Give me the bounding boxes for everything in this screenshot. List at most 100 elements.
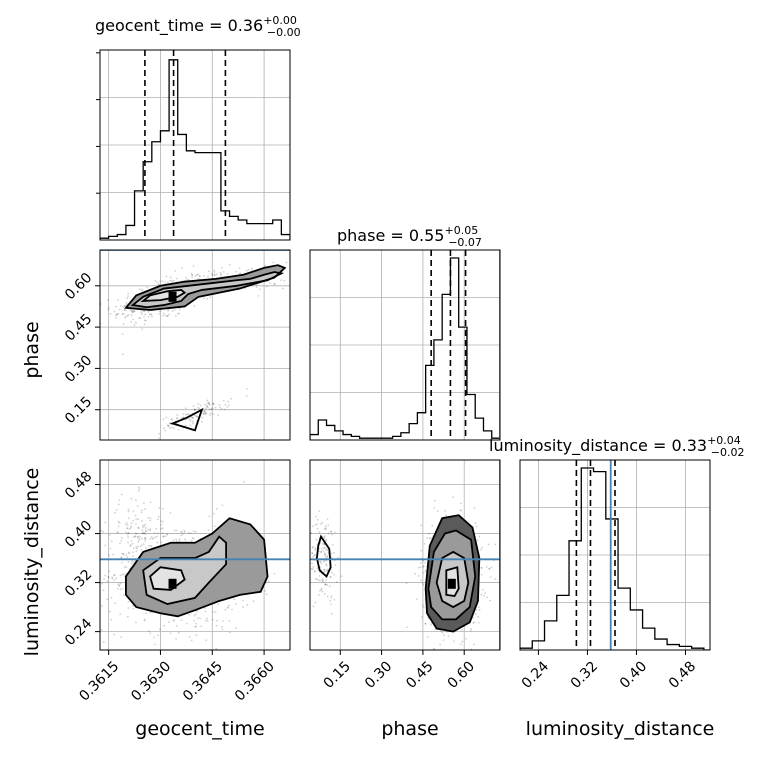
sample-point [331,533,333,536]
sample-point [176,414,179,416]
sample-point [331,544,334,546]
sample-point [291,581,293,583]
sample-point [318,531,321,534]
sample-point [318,510,321,513]
sample-point [119,588,122,591]
sample-point [494,543,497,546]
sample-point [122,353,124,356]
sample-point [119,582,122,585]
sample-point [129,544,132,546]
sample-point [114,602,117,605]
sample-point [187,532,190,534]
sample-point [313,570,316,573]
sample-point [178,539,181,542]
sample-point [132,555,135,557]
sample-point [124,309,127,311]
sample-point [243,480,245,483]
sample-point [297,268,299,270]
sample-point [315,578,318,580]
sample-point [130,522,133,525]
sample-point [102,641,105,643]
sample-point [214,406,217,409]
sample-point [183,531,186,534]
sample-point [144,527,147,529]
sample-point [195,415,198,417]
ylabel-luminosity-distance: luminosity_distance [21,468,43,657]
sample-point [107,308,110,311]
histogram-geocent_time [100,59,290,240]
hist-panel-phase [309,249,501,441]
sample-point [198,275,201,278]
sample-point [101,605,103,607]
sample-point [480,573,483,576]
sample-point [213,274,216,277]
sample-point [190,639,193,642]
sample-point [274,283,276,286]
sample-point [142,543,145,545]
sample-point [221,620,224,622]
sample-point [90,558,92,560]
contour-level-0 [140,288,187,302]
sample-point [424,622,427,625]
sample-point [151,537,154,540]
sample-point [131,551,134,554]
sample-point [419,566,422,569]
histogram-phase [310,257,500,440]
sample-point [337,556,340,559]
sample-point [422,606,425,609]
sample-point [121,552,124,555]
sample-point [265,285,268,288]
panel-frame [99,459,291,651]
sample-point [125,521,128,524]
sample-point [485,566,488,568]
sample-point [140,544,143,547]
sample-point [120,536,123,539]
sample-point [320,589,323,591]
sample-point [185,407,187,410]
sample-point [196,415,198,418]
sample-point [481,589,484,591]
sample-point [194,613,197,616]
sample-point [472,617,474,619]
sample-point [144,539,147,542]
sample-point [139,535,141,538]
sample-point [108,610,111,613]
sample-point [125,302,128,304]
sample-point [326,569,328,572]
sample-point [292,261,294,263]
sample-point [250,267,253,270]
sample-point [322,580,324,583]
sample-point [100,529,103,532]
sample-point [281,287,284,290]
sample-point [163,427,165,430]
sample-point [325,538,328,541]
sample-point [127,292,130,295]
sample-point [130,497,133,500]
sample-point [199,617,202,620]
sample-point [210,408,213,411]
sample-point [140,311,143,314]
xlabel-luminosity-distance: luminosity_distance [526,718,715,740]
sample-point [137,541,140,543]
sample-point [143,619,146,622]
sample-point [136,535,139,538]
sample-point [447,635,450,637]
panel-phase-vs-geocent_time: 0.15 0.30 0.45 0.60 [62,249,299,441]
sample-point [320,587,323,590]
sample-point [235,270,238,273]
sample-point [203,607,206,609]
sample-point [302,564,304,566]
sample-point [118,584,121,587]
sample-point [221,504,224,507]
sample-point [334,564,337,566]
contour-level-2 [124,264,287,311]
sample-point [330,552,333,555]
hist-panel-luminosity_distance: 0.24 0.32 0.40 0.48 [519,459,711,692]
sample-point [117,531,120,534]
sample-point [162,535,165,538]
sample-point [170,426,173,429]
sample-point [180,531,183,533]
sample-point [117,583,120,586]
sample-point [433,499,436,502]
sample-point [130,526,132,529]
